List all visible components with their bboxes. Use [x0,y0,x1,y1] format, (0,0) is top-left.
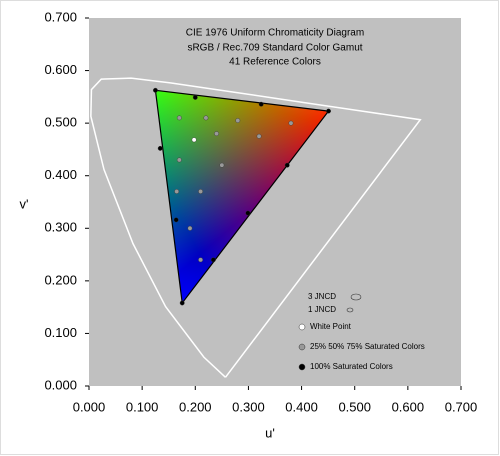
point [326,108,331,114]
legend-label: White Point [310,322,352,331]
x-tick-label: 0.100 [126,399,159,414]
point [179,300,185,306]
jncd-symbol [346,307,354,313]
legend-label: 100% Saturated Colors [310,362,393,371]
y-tick-label: 0.100 [44,325,77,340]
plot-area [89,18,461,386]
chart-subtitle: sRGB / Rec.709 Standard Color Gamut [187,43,362,54]
y-axis-label: v' [20,196,29,211]
x-tick-label: 0.200 [179,399,212,414]
x-tick-label: 0.000 [73,399,106,414]
x-tick-label: 0.300 [232,399,265,414]
point [288,120,294,126]
point [198,189,204,194]
point [192,94,198,100]
y-tick-label: 0.300 [44,220,77,235]
point [187,225,193,231]
x-tick-label: 0.600 [392,399,425,414]
gamut-color [155,90,329,303]
point [219,162,225,168]
point [245,210,251,216]
point [157,145,163,151]
gamut-outline [154,89,330,305]
y-tick-label: 0.400 [44,167,77,182]
point [153,87,158,93]
point [176,157,182,163]
legend-label: 25% 50% 75% Saturated Colors [310,342,425,351]
point [191,137,197,143]
jncd-symbol [350,293,362,301]
y-tick-label: 0.700 [44,9,77,24]
point [210,257,216,263]
x-tick-label: 0.500 [338,399,371,414]
point [284,162,290,168]
point [198,257,204,263]
y-tick-label: 0.200 [44,272,77,287]
x-tick-label: 0.700 [445,399,478,414]
y-tick-label: 0.600 [44,62,77,77]
legend-annotation: 3 JNCD [308,292,336,301]
point [173,217,179,223]
chart-subtitle: 41 Reference Colors [229,57,321,68]
legend-symbol [298,343,306,351]
x-axis-label: u' [265,425,275,440]
legend-annotation: 1 JNCD [308,305,336,314]
point [258,101,264,107]
point [214,131,219,137]
chart-title: CIE 1976 Uniform Chromaticity Diagram [186,28,364,39]
point [174,189,180,194]
point [235,118,241,123]
spectral-locus [90,77,422,378]
point [176,115,182,121]
y-tick-label: 0.000 [44,377,77,392]
point [203,115,209,121]
legend-symbol [298,323,306,331]
x-tick-label: 0.400 [285,399,318,414]
point [256,133,262,139]
legend-symbol [298,363,306,371]
y-tick-label: 0.500 [44,115,77,130]
